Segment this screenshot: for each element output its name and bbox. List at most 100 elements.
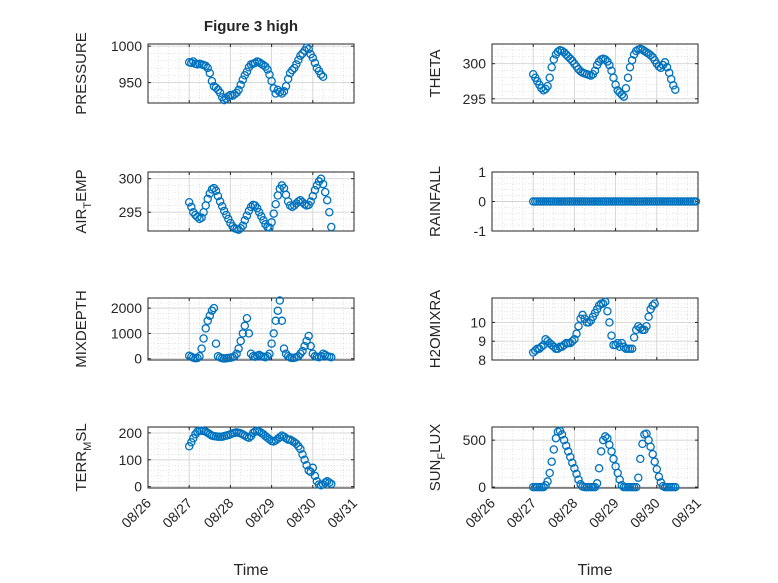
x-tick-label: 08/29 <box>586 495 622 531</box>
data-point <box>271 316 280 326</box>
data-point <box>211 339 221 348</box>
data-point <box>267 76 276 86</box>
axes-box <box>147 426 355 489</box>
data-point <box>265 349 274 358</box>
figure-title: Figure 3 high <box>204 18 298 35</box>
data-point <box>257 212 266 221</box>
data-point <box>594 464 604 473</box>
data-point <box>671 85 680 94</box>
y-axis-label: MIXDEPTH <box>73 290 90 368</box>
data-point <box>193 353 202 363</box>
data-point <box>279 87 289 96</box>
data-point <box>601 297 610 307</box>
data-point <box>625 62 635 72</box>
data-point <box>271 199 280 209</box>
data-point <box>605 318 614 327</box>
data-point <box>559 435 569 445</box>
data-point <box>240 431 250 440</box>
data-point <box>265 223 274 232</box>
data-point <box>269 209 278 218</box>
data-point <box>547 457 556 466</box>
y-tick-label: 300 <box>119 171 143 187</box>
data-point <box>238 329 248 338</box>
data-point <box>304 331 313 341</box>
subplot-terr-msl: 0 100 200 TERRMSL 08/26 08/27 08/28 08/29 08/30 0… <box>73 423 360 531</box>
y-axis-label: SUNFLUX <box>427 424 448 492</box>
data-point <box>195 351 204 361</box>
data-point <box>211 83 221 92</box>
y-tick-label: 300 <box>463 56 487 72</box>
y-axis-label: AIRTEMP <box>73 169 94 233</box>
data-point <box>316 351 326 361</box>
data-point <box>296 51 305 60</box>
y-tick-label: 1 <box>478 164 486 180</box>
data-point <box>203 63 212 73</box>
data-point <box>627 344 637 353</box>
data-point <box>267 218 276 227</box>
y-axis-label: RAINFALL <box>427 166 444 237</box>
data-point <box>553 344 563 353</box>
data-point <box>234 344 243 353</box>
data-point <box>320 187 330 197</box>
data-point <box>215 88 225 98</box>
y-tick-label: 1000 <box>111 325 142 341</box>
y-tick-label: 500 <box>463 432 487 448</box>
data-point <box>248 428 258 438</box>
data-point <box>296 349 305 358</box>
data-point <box>660 58 670 67</box>
data-point <box>310 471 320 481</box>
data-point <box>283 197 293 206</box>
data-point <box>543 81 552 91</box>
data-point <box>304 44 313 54</box>
data-point <box>596 447 606 456</box>
data-point <box>603 306 612 316</box>
data-point <box>254 427 264 436</box>
x-tick-label: 08/31 <box>324 495 360 531</box>
x-tick-label: 08/28 <box>544 495 580 531</box>
data-point <box>590 66 600 75</box>
data-point <box>543 477 552 486</box>
data-point <box>310 58 320 68</box>
subplot-theta: 295 300 THETA <box>427 43 699 107</box>
data-point <box>267 339 276 348</box>
data-point <box>193 212 202 222</box>
data-point <box>238 75 248 84</box>
data-point <box>273 306 283 315</box>
x-axis-label-right: Time <box>578 562 613 579</box>
y-tick-label: 0 <box>134 479 142 495</box>
data-point <box>549 342 559 352</box>
data-point <box>654 472 664 481</box>
y-tick-label: 200 <box>119 425 143 441</box>
data-point <box>648 449 657 459</box>
data-point <box>230 351 239 361</box>
data-point <box>252 203 262 213</box>
data-point <box>605 60 614 70</box>
data-point <box>669 81 678 90</box>
subplot-rainfall: -1 0 1 RAINFALL <box>427 164 701 239</box>
data-point <box>302 43 311 52</box>
data-point <box>254 57 264 67</box>
axes-box <box>491 297 699 361</box>
data-point <box>224 214 233 224</box>
y-tick-label: -1 <box>474 223 487 239</box>
data-point <box>325 478 334 487</box>
data-point <box>298 346 307 356</box>
data-point <box>623 73 633 82</box>
data-point <box>640 46 649 56</box>
data-point <box>275 87 285 97</box>
data-point <box>601 432 610 441</box>
data-point <box>327 479 336 489</box>
data-point <box>269 329 278 338</box>
y-axis-label: THETA <box>427 49 444 97</box>
data-point <box>549 445 559 454</box>
data-point <box>211 186 221 196</box>
x-tick-label: 08/28 <box>200 495 236 531</box>
data-point <box>312 181 322 190</box>
data-point <box>566 54 575 64</box>
data-point <box>316 70 326 79</box>
data-point <box>574 475 583 484</box>
y-tick-label: 0 <box>134 351 142 367</box>
data-point <box>601 55 610 64</box>
data-point <box>617 90 627 99</box>
data-point <box>195 214 204 224</box>
